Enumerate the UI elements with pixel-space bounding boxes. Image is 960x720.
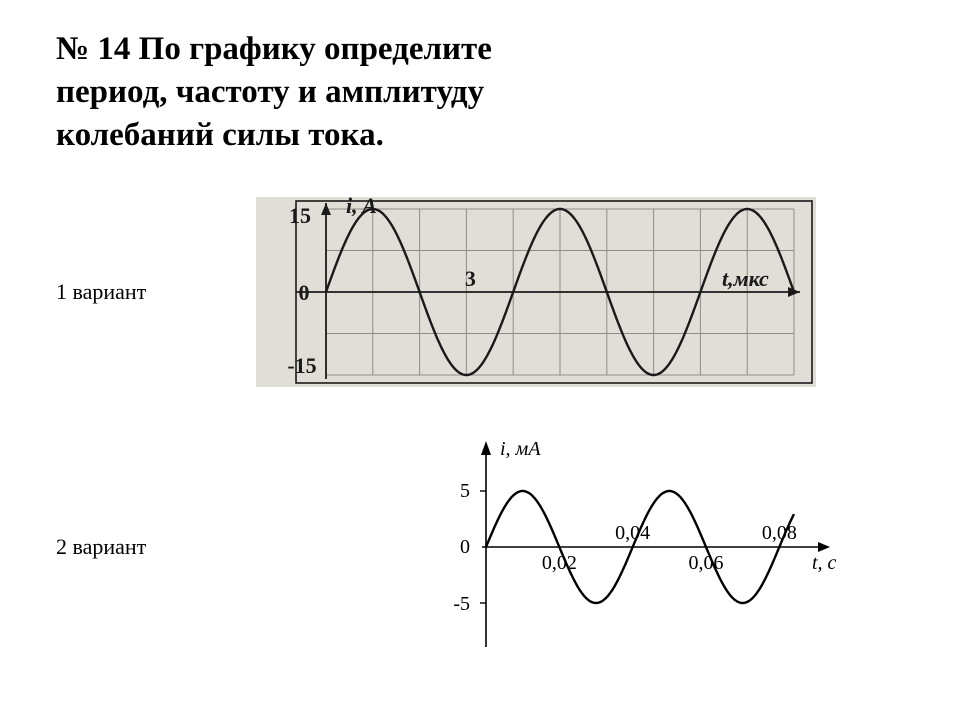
chart-2: 5 0 -5 0,02 0,04 0,06 0,08 i, мА t, с [396,437,856,657]
title-line-2: период, частоту и амплитуду [56,74,484,110]
svg-text:-5: -5 [453,593,470,615]
variant-1-label: 1 вариант [56,279,246,305]
svg-text:0,02: 0,02 [542,552,577,574]
variant-2-row: 2 вариант 5 0 -5 0,02 0,04 0,06 0,08 i, мА t, с [56,437,920,657]
svg-text:15: 15 [289,203,311,228]
svg-text:0,04: 0,04 [615,522,650,544]
svg-text:5: 5 [460,480,470,502]
svg-text:t,мкс: t,мкс [722,266,769,291]
svg-text:i, A: i, A [346,197,377,218]
svg-text:3: 3 [465,266,476,291]
title-line-3: колебаний силы тока. [56,117,384,153]
chart-1: 15 0 -15 i, A t,мкс 3 [256,197,816,387]
svg-text:0: 0 [299,280,310,305]
svg-text:t, с: t, с [812,552,837,574]
svg-text:i, мА: i, мА [500,438,541,460]
svg-text:-15: -15 [287,353,316,378]
problem-title: № 14 По графику определите период, часто… [56,28,920,157]
svg-text:0: 0 [460,536,470,558]
variant-2-label: 2 вариант [56,534,386,560]
title-line-1: № 14 По графику определите [56,31,492,67]
svg-text:0,06: 0,06 [689,552,724,574]
svg-text:0,08: 0,08 [762,522,797,544]
variant-1-row: 1 вариант 15 0 -15 i, A t,мкс 3 [56,197,920,387]
